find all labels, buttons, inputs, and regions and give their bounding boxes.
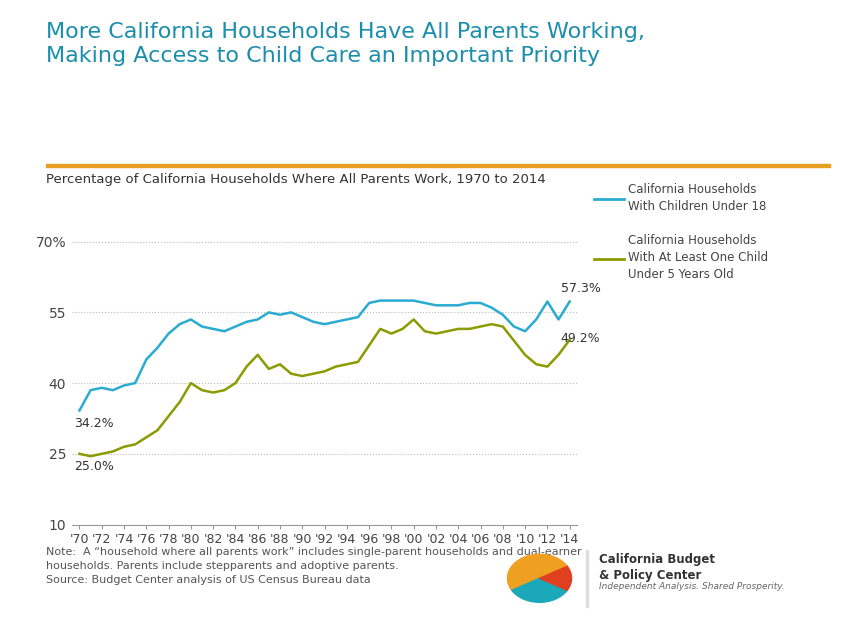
Text: 57.3%: 57.3%: [561, 283, 600, 295]
Text: Percentage of California Households Where All Parents Work, 1970 to 2014: Percentage of California Households Wher…: [46, 173, 546, 186]
Text: 49.2%: 49.2%: [561, 332, 600, 346]
Text: 25.0%: 25.0%: [74, 461, 114, 473]
Text: California Households
With At Least One Child
Under 5 Years Old: California Households With At Least One …: [628, 234, 768, 281]
Text: California Budget
& Policy Center: California Budget & Policy Center: [599, 553, 715, 582]
Text: California Households
With Children Under 18: California Households With Children Unde…: [628, 183, 766, 213]
Text: More California Households Have All Parents Working,
Making Access to Child Care: More California Households Have All Pare…: [46, 22, 645, 66]
Text: Note:  A “household where all parents work” includes single-parent households an: Note: A “household where all parents wor…: [46, 547, 582, 585]
Text: 34.2%: 34.2%: [74, 417, 114, 430]
Text: Independent Analysis. Shared Prosperity.: Independent Analysis. Shared Prosperity.: [599, 582, 784, 591]
